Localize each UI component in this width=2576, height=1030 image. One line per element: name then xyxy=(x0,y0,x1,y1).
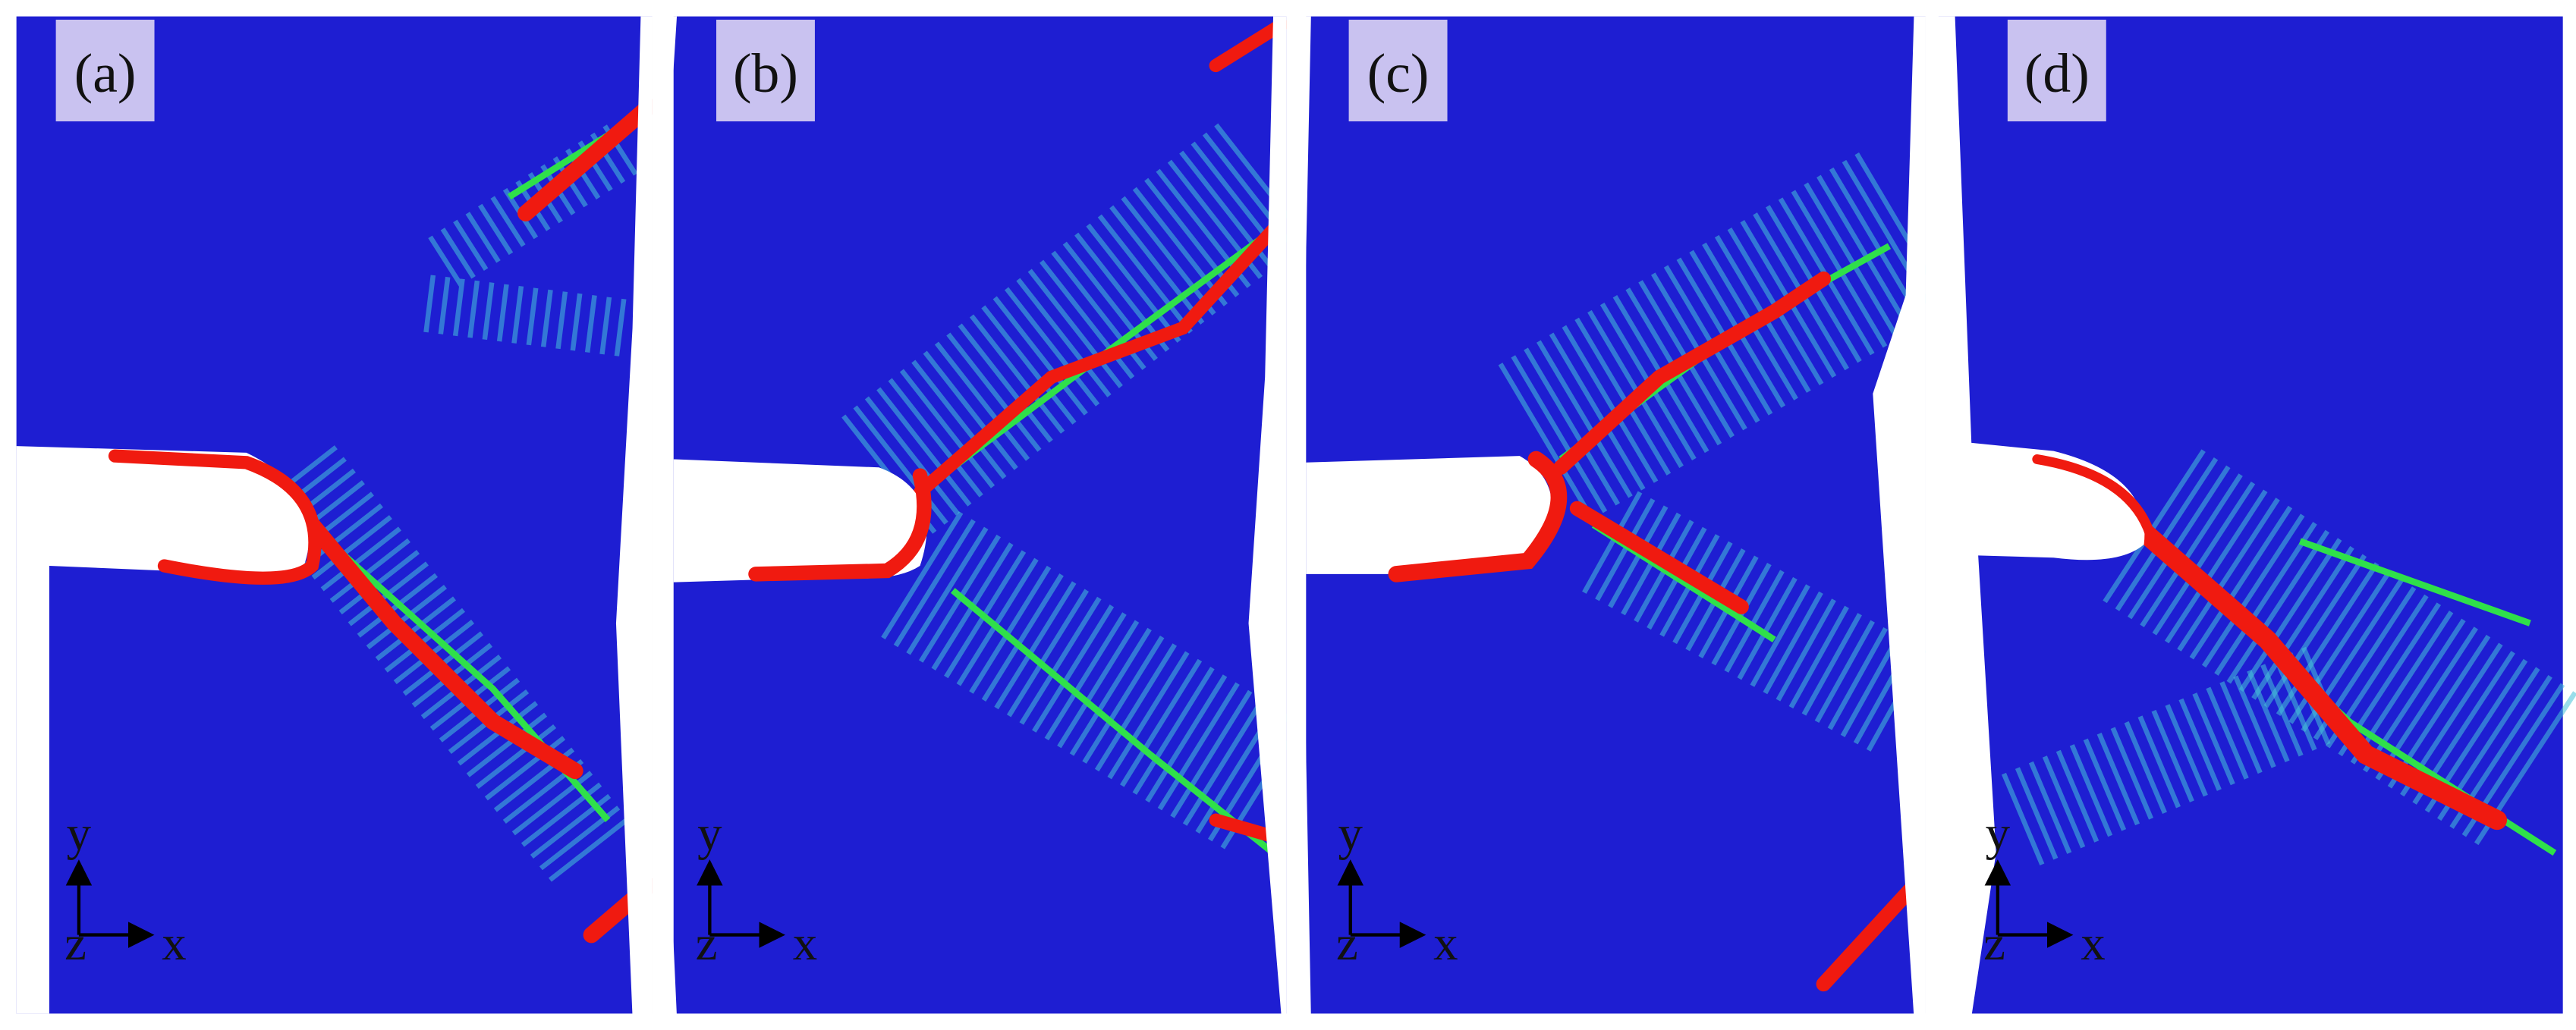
shear-band xyxy=(841,122,1311,534)
axis-label: z xyxy=(1336,916,1358,971)
shear-band xyxy=(2001,643,2352,865)
axis-label: x xyxy=(2081,916,2105,971)
axis-label: x xyxy=(162,916,186,971)
axis-label: z xyxy=(64,916,86,971)
notch xyxy=(1306,456,1553,574)
panel-b xyxy=(652,16,1311,1017)
label-box xyxy=(55,19,155,122)
shear-band xyxy=(1582,491,1934,756)
label-box xyxy=(716,19,815,122)
panel-c xyxy=(1286,16,1952,1017)
axis-label: z xyxy=(696,916,718,971)
panel-a xyxy=(16,16,658,1017)
edge xyxy=(615,16,653,1017)
panel-label: (b) xyxy=(733,42,798,104)
panel-label: (c) xyxy=(1367,42,1430,104)
axis-label: y xyxy=(697,806,722,861)
axis-label: y xyxy=(67,806,92,861)
damage xyxy=(1553,271,1922,992)
edge xyxy=(1286,16,1311,1017)
damage xyxy=(2125,515,2508,831)
notch-damage xyxy=(748,468,932,582)
notch-damage xyxy=(108,449,322,585)
panel-label: (d) xyxy=(2024,42,2090,104)
axis-label: z xyxy=(1983,916,2005,971)
axis-label: x xyxy=(1433,916,1458,971)
notch xyxy=(1938,439,2145,561)
notch-damage xyxy=(1388,451,1568,583)
label-box xyxy=(2007,19,2106,122)
damage xyxy=(913,17,1288,843)
label-box xyxy=(1348,19,1448,122)
panel-d xyxy=(1925,16,2576,1017)
axis-label: y xyxy=(1338,806,1363,861)
notch-damage xyxy=(2032,454,2157,547)
shear-band xyxy=(2103,449,2576,846)
axis-label: x xyxy=(793,916,817,971)
axis-label: y xyxy=(1986,806,2011,861)
notch xyxy=(673,459,927,583)
panel-label: (a) xyxy=(74,42,137,104)
edge xyxy=(1925,16,1996,1017)
edge xyxy=(1248,16,1287,1017)
edge xyxy=(652,16,678,1017)
edge xyxy=(1873,16,1926,1017)
overlays: (a)yz x(b)yz x(c)yz x(d)yz x xyxy=(55,19,2106,971)
